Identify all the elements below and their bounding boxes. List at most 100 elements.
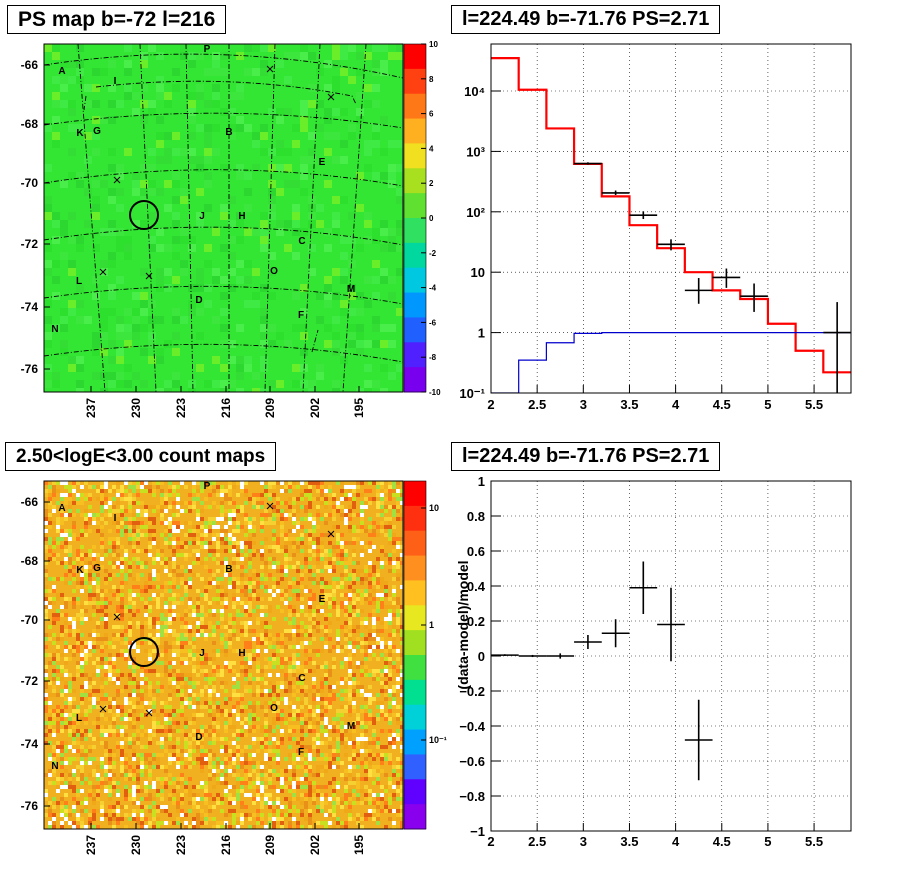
map-pixel	[236, 765, 240, 769]
map-pixel	[388, 757, 392, 761]
map-pixel	[344, 737, 348, 741]
map-pixel	[312, 725, 316, 729]
map-pixel	[336, 641, 340, 645]
map-pixel	[288, 621, 292, 625]
colorbar-cell	[404, 367, 426, 393]
map-pixel	[276, 709, 280, 713]
map-pixel	[264, 681, 268, 685]
map-pixel	[296, 709, 300, 713]
map-pixel	[388, 645, 392, 649]
map-pixel	[276, 164, 284, 172]
map-pixel	[384, 681, 388, 685]
map-pixel	[100, 757, 104, 761]
map-pixel	[188, 529, 192, 533]
map-pixel	[396, 757, 400, 761]
map-pixel	[160, 593, 164, 597]
map-pixel	[340, 585, 344, 589]
map-pixel	[300, 481, 304, 485]
map-pixel	[380, 601, 384, 605]
map-pixel	[136, 645, 140, 649]
map-pixel	[220, 681, 224, 685]
map-pixel	[228, 661, 232, 665]
map-pixel	[332, 380, 340, 388]
map-pixel	[288, 609, 292, 613]
map-pixel	[256, 737, 260, 741]
map-pixel	[280, 569, 284, 573]
map-pixel	[152, 753, 156, 757]
map-pixel	[76, 645, 80, 649]
map-pixel	[52, 721, 56, 725]
map-pixel	[308, 577, 312, 581]
map-pixel	[252, 541, 256, 545]
map-pixel	[140, 565, 144, 569]
region-outline	[83, 80, 357, 353]
map-pixel	[340, 236, 348, 244]
map-pixel	[184, 757, 188, 761]
map-pixel	[168, 529, 172, 533]
map-pixel	[164, 525, 168, 529]
map-pixel	[60, 729, 64, 733]
map-pixel	[116, 228, 124, 236]
map-pixel	[332, 513, 336, 517]
map-pixel	[400, 793, 403, 797]
map-pixel	[308, 597, 312, 601]
map-pixel	[224, 517, 228, 521]
map-pixel	[64, 745, 68, 749]
map-pixel	[272, 509, 276, 513]
map-pixel	[364, 665, 368, 669]
map-pixel	[56, 781, 60, 785]
map-pixel	[280, 529, 284, 533]
map-pixel	[336, 749, 340, 753]
map-pixel	[224, 749, 228, 753]
map-pixel	[232, 597, 236, 601]
map-pixel	[220, 501, 224, 505]
map-pixel	[68, 781, 72, 785]
map-frame	[43, 43, 404, 393]
map-pixel	[292, 653, 296, 657]
map-pixel	[168, 589, 172, 593]
map-pixel	[352, 577, 356, 581]
map-pixel	[356, 529, 360, 533]
map-pixel	[388, 481, 392, 485]
map-pixel	[184, 637, 188, 641]
map-pixel	[248, 641, 252, 645]
map-pixel	[388, 533, 392, 537]
map-pixel	[224, 605, 228, 609]
map-pixel	[172, 781, 176, 785]
map-pixel	[96, 601, 100, 605]
map-pixel	[76, 793, 80, 797]
map-pixel	[292, 509, 296, 513]
map-pixel	[308, 489, 312, 493]
map-pixel	[92, 813, 96, 817]
map-pixel	[268, 609, 272, 613]
map-pixel	[332, 212, 340, 220]
map-pixel	[360, 493, 364, 497]
map-pixel	[360, 569, 364, 573]
map-pixel	[92, 637, 96, 641]
map-pixel	[208, 493, 212, 497]
x-tick-label: 230	[129, 398, 143, 418]
map-pixel	[216, 549, 220, 553]
map-pixel	[48, 753, 52, 757]
map-pixel	[336, 801, 340, 805]
map-pixel	[152, 557, 156, 561]
map-pixel	[144, 601, 148, 605]
map-pixel	[348, 561, 352, 565]
map-pixel	[212, 537, 216, 541]
map-pixel	[256, 645, 260, 649]
map-pixel	[64, 801, 68, 805]
map-pixel	[328, 669, 332, 673]
map-pixel	[180, 573, 184, 577]
region-label-l: L	[76, 276, 82, 287]
map-pixel	[340, 533, 344, 537]
map-pixel	[312, 681, 316, 685]
map-pixel	[284, 785, 288, 789]
map-pixel	[204, 673, 208, 677]
map-pixel	[288, 513, 292, 517]
map-pixel	[56, 801, 60, 805]
map-pixel	[92, 348, 100, 356]
map-pixel	[224, 777, 228, 781]
map-pixel	[76, 665, 80, 669]
map-pixel	[364, 212, 372, 220]
map-pixel	[384, 689, 388, 693]
